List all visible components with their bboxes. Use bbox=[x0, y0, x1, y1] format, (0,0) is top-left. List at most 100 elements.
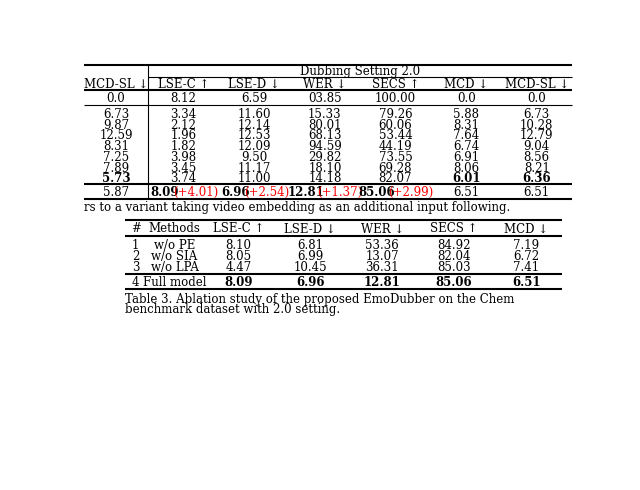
Text: 03.85: 03.85 bbox=[308, 92, 342, 105]
Text: 3.74: 3.74 bbox=[170, 172, 196, 185]
Text: 0.0: 0.0 bbox=[527, 92, 546, 105]
Text: benchmark dataset with 2.0 setting.: benchmark dataset with 2.0 setting. bbox=[125, 302, 340, 316]
Text: (+1.37): (+1.37) bbox=[317, 186, 362, 199]
Text: 13.07: 13.07 bbox=[365, 250, 399, 263]
Text: 8.21: 8.21 bbox=[524, 162, 550, 174]
Text: 5.73: 5.73 bbox=[102, 172, 131, 185]
Text: 0.0: 0.0 bbox=[107, 92, 125, 105]
Text: 7.64: 7.64 bbox=[453, 129, 479, 142]
Text: 12.81: 12.81 bbox=[364, 276, 401, 290]
Text: 10.28: 10.28 bbox=[520, 119, 554, 131]
Text: 6.72: 6.72 bbox=[513, 250, 539, 263]
Text: 8.56: 8.56 bbox=[524, 151, 550, 164]
Text: 6.51: 6.51 bbox=[453, 186, 479, 199]
Text: Methods: Methods bbox=[148, 222, 200, 236]
Text: 6.36: 6.36 bbox=[522, 172, 551, 185]
Text: 1.96: 1.96 bbox=[170, 129, 196, 142]
Text: LSE-D ↓: LSE-D ↓ bbox=[284, 222, 336, 236]
Text: 3: 3 bbox=[132, 261, 140, 274]
Text: 4.47: 4.47 bbox=[225, 261, 252, 274]
Text: 9.04: 9.04 bbox=[524, 140, 550, 153]
Text: 6.51: 6.51 bbox=[512, 276, 540, 290]
Text: 6.01: 6.01 bbox=[452, 172, 481, 185]
Text: Dubbing Setting 2.0: Dubbing Setting 2.0 bbox=[300, 65, 420, 77]
Text: 94.59: 94.59 bbox=[308, 140, 342, 153]
Text: 1: 1 bbox=[132, 240, 140, 252]
Text: MCD-SL ↓: MCD-SL ↓ bbox=[84, 78, 148, 91]
Text: 84.92: 84.92 bbox=[437, 240, 471, 252]
Text: 85.06: 85.06 bbox=[358, 186, 395, 199]
Text: w/o SIA: w/o SIA bbox=[152, 250, 198, 263]
Text: 12.09: 12.09 bbox=[237, 140, 271, 153]
Text: 100.00: 100.00 bbox=[375, 92, 416, 105]
Text: 2: 2 bbox=[132, 250, 140, 263]
Text: 15.33: 15.33 bbox=[308, 108, 342, 121]
Text: 12.14: 12.14 bbox=[237, 119, 271, 131]
Text: 7.25: 7.25 bbox=[103, 151, 129, 164]
Text: 6.81: 6.81 bbox=[298, 240, 323, 252]
Text: 6.96: 6.96 bbox=[296, 276, 324, 290]
Text: 85.03: 85.03 bbox=[437, 261, 471, 274]
Text: 8.31: 8.31 bbox=[453, 119, 479, 131]
Text: 6.96: 6.96 bbox=[221, 186, 250, 199]
Text: 80.01: 80.01 bbox=[308, 119, 342, 131]
Text: 8.05: 8.05 bbox=[225, 250, 252, 263]
Text: 14.18: 14.18 bbox=[308, 172, 342, 185]
Text: 8.10: 8.10 bbox=[225, 240, 252, 252]
Text: WER ↓: WER ↓ bbox=[303, 78, 346, 91]
Text: 8.12: 8.12 bbox=[171, 92, 196, 105]
Text: w/o PE: w/o PE bbox=[154, 240, 195, 252]
Text: 18.10: 18.10 bbox=[308, 162, 342, 174]
Text: 5.88: 5.88 bbox=[453, 108, 479, 121]
Text: 60.06: 60.06 bbox=[379, 119, 412, 131]
Text: 11.00: 11.00 bbox=[237, 172, 271, 185]
Text: 82.04: 82.04 bbox=[437, 250, 471, 263]
Text: 11.60: 11.60 bbox=[237, 108, 271, 121]
Text: 6.74: 6.74 bbox=[453, 140, 479, 153]
Text: 12.53: 12.53 bbox=[237, 129, 271, 142]
Text: MCD-SL ↓: MCD-SL ↓ bbox=[505, 78, 569, 91]
Text: 36.31: 36.31 bbox=[365, 261, 399, 274]
Text: MCD ↓: MCD ↓ bbox=[444, 78, 488, 91]
Text: 8.06: 8.06 bbox=[453, 162, 479, 174]
Text: 44.19: 44.19 bbox=[379, 140, 412, 153]
Text: LSE-D ↓: LSE-D ↓ bbox=[228, 78, 280, 91]
Text: (+4.01): (+4.01) bbox=[173, 186, 218, 199]
Text: 3.34: 3.34 bbox=[170, 108, 196, 121]
Text: 6.59: 6.59 bbox=[241, 92, 268, 105]
Text: 6.51: 6.51 bbox=[524, 186, 550, 199]
Text: #: # bbox=[131, 222, 141, 236]
Text: 1.82: 1.82 bbox=[171, 140, 196, 153]
Text: SECS ↑: SECS ↑ bbox=[431, 222, 478, 236]
Text: 3.45: 3.45 bbox=[170, 162, 196, 174]
Text: WER ↓: WER ↓ bbox=[360, 222, 404, 236]
Text: 3.98: 3.98 bbox=[170, 151, 196, 164]
Text: 82.07: 82.07 bbox=[379, 172, 412, 185]
Text: 6.73: 6.73 bbox=[524, 108, 550, 121]
Text: 12.59: 12.59 bbox=[99, 129, 132, 142]
Text: 73.55: 73.55 bbox=[379, 151, 412, 164]
Text: 7.89: 7.89 bbox=[103, 162, 129, 174]
Text: Table 3. Ablation study of the proposed EmoDubber on the Chem: Table 3. Ablation study of the proposed … bbox=[125, 293, 515, 306]
Text: 12.81: 12.81 bbox=[288, 186, 324, 199]
Text: 69.28: 69.28 bbox=[379, 162, 412, 174]
Text: (+2.99): (+2.99) bbox=[388, 186, 433, 199]
Text: 11.17: 11.17 bbox=[237, 162, 271, 174]
Text: 6.73: 6.73 bbox=[103, 108, 129, 121]
Text: 85.06: 85.06 bbox=[436, 276, 472, 290]
Text: 5.87: 5.87 bbox=[103, 186, 129, 199]
Text: w/o LPA: w/o LPA bbox=[150, 261, 198, 274]
Text: 53.44: 53.44 bbox=[379, 129, 412, 142]
Text: 2.12: 2.12 bbox=[171, 119, 196, 131]
Text: 29.82: 29.82 bbox=[308, 151, 342, 164]
Text: 6.99: 6.99 bbox=[297, 250, 323, 263]
Text: 4: 4 bbox=[132, 276, 140, 290]
Text: 8.09: 8.09 bbox=[224, 276, 253, 290]
Text: SECS ↑: SECS ↑ bbox=[372, 78, 419, 91]
Text: 10.45: 10.45 bbox=[294, 261, 327, 274]
Text: rs to a variant taking video embedding as an additional input following.: rs to a variant taking video embedding a… bbox=[84, 201, 510, 214]
Text: 8.09: 8.09 bbox=[150, 186, 179, 199]
Text: LSE-C ↑: LSE-C ↑ bbox=[158, 78, 209, 91]
Text: 9.87: 9.87 bbox=[103, 119, 129, 131]
Text: 7.19: 7.19 bbox=[513, 240, 539, 252]
